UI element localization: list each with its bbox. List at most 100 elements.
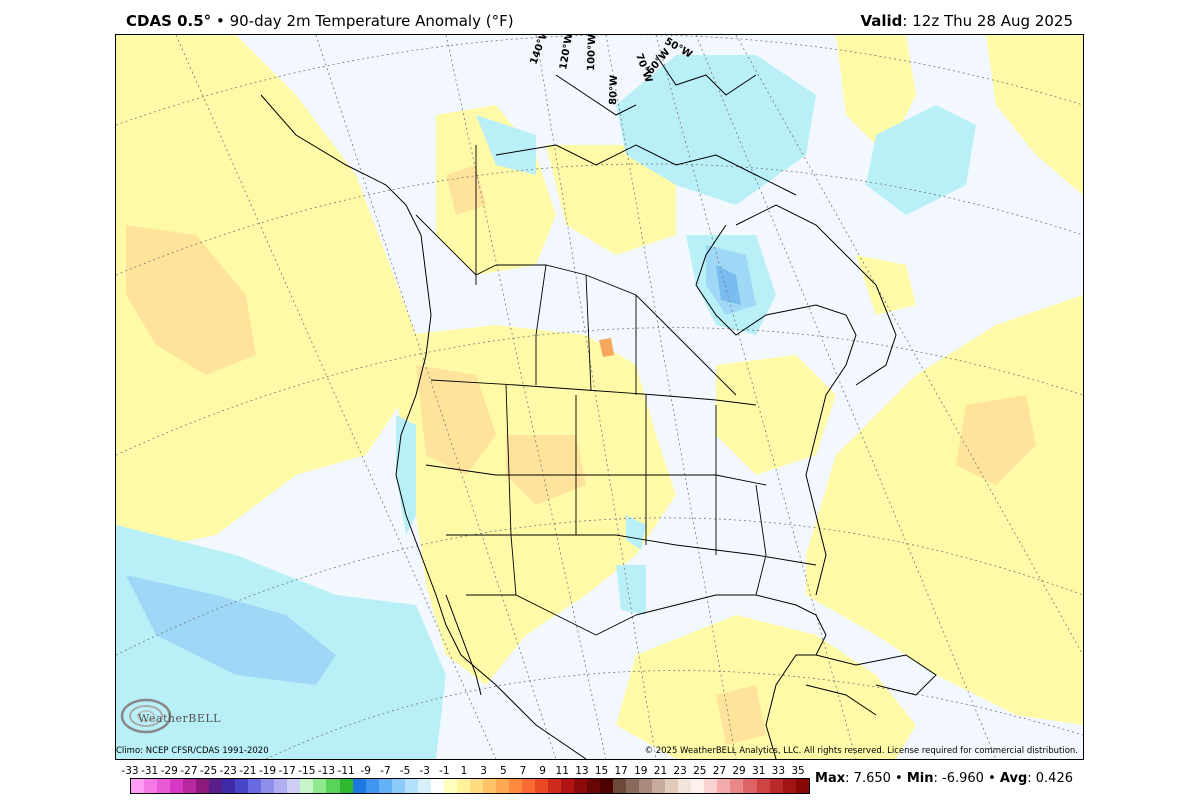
title-separator: • — [215, 12, 225, 30]
colorbar-tick-label: -15 — [298, 765, 316, 777]
colorbar-tick-label: 35 — [791, 765, 805, 777]
map-canvas: 140°W 120°W 100°W 80°W 70°W 60°W 50°W — [116, 35, 1083, 759]
colorbar-swatch — [652, 779, 666, 793]
colorbar-swatch — [456, 779, 470, 793]
colorbar-swatch — [157, 779, 171, 793]
colorbar-tick-label: 29 — [732, 765, 746, 777]
colorbar-tick-label: -27 — [180, 765, 198, 777]
colorbar-tick-label: -23 — [219, 765, 237, 777]
colorbar-swatch — [209, 779, 223, 793]
colorbar-tick-label: 19 — [634, 765, 648, 777]
colorbar-tick-labels: -33 -31 -29 -27 -25 -23 -21 -19 -17 -15 -13 -11 -9 -7… — [118, 765, 818, 778]
colorbar-swatch — [352, 779, 366, 793]
colorbar-tick-label: -5 — [399, 765, 411, 777]
colorbar-swatch — [665, 779, 679, 793]
colorbar-swatch — [131, 779, 145, 793]
colorbar — [130, 778, 810, 794]
colorbar-tick-label: -11 — [337, 765, 355, 777]
logo-text: WeatherBELL — [138, 712, 221, 725]
colorbar-tick-label: 25 — [693, 765, 707, 777]
colorbar-swatch — [235, 779, 249, 793]
colorbar-tick-label: -29 — [160, 765, 178, 777]
colorbar-tick-label: -9 — [360, 765, 371, 777]
lon-label-80w: 80°W — [608, 75, 620, 105]
stats-separator-1: • — [895, 771, 903, 786]
degree-symbol: ° — [203, 12, 212, 30]
colorbar-swatch — [339, 779, 353, 793]
colorbar-tick-label: -33 — [121, 765, 139, 777]
avg-value: : 0.426 — [1027, 771, 1073, 786]
colorbar-swatch — [639, 779, 653, 793]
colorbar-swatch — [534, 779, 548, 793]
lon-label-120w: 120°W — [558, 35, 575, 71]
anomaly-map: 140°W 120°W 100°W 80°W 70°W 60°W 50°W — [115, 34, 1084, 760]
colorbar-swatch — [443, 779, 457, 793]
colorbar-tick-label: 7 — [519, 765, 527, 777]
colorbar-swatch — [170, 779, 184, 793]
colorbar-tick-label: -19 — [258, 765, 277, 777]
stats-separator-2: • — [988, 771, 996, 786]
colorbar-swatch — [313, 779, 327, 793]
colorbar-swatch — [521, 779, 535, 793]
stats-summary: Max: 7.650 • Min: -6.960 • Avg: 0.426 — [815, 771, 1073, 786]
colorbar-tick-label: 3 — [480, 765, 487, 777]
colorbar-swatch — [769, 779, 783, 793]
colorbar-tick-label: -31 — [141, 765, 159, 777]
copyright-note: © 2025 WeatherBELL Analytics, LLC. All r… — [644, 746, 1078, 756]
colorbar-swatch — [326, 779, 340, 793]
max-label: Max — [815, 771, 846, 786]
colorbar-tick-label: 15 — [594, 765, 609, 777]
colorbar-swatch — [365, 779, 379, 793]
warm-strong-areas — [599, 338, 614, 357]
colorbar-swatch — [469, 779, 483, 793]
colorbar-tick-label: -3 — [419, 765, 430, 777]
coastlines — [260, 54, 937, 759]
colorbar-swatch — [274, 779, 288, 793]
colorbar-tick-label: -21 — [239, 765, 257, 777]
colorbar-swatch — [613, 779, 627, 793]
colorbar-tick-label: -17 — [278, 765, 296, 777]
colorbar-swatch — [704, 779, 718, 793]
colorbar-swatch — [391, 779, 405, 793]
lon-label-100w: 100°W — [586, 35, 598, 71]
colorbar-tick-label: -7 — [380, 765, 391, 777]
political-borders — [415, 145, 817, 636]
colorbar-swatch — [144, 779, 158, 793]
colorbar-tick-label: 23 — [673, 765, 687, 777]
colorbar-tick-label: 21 — [653, 765, 668, 777]
colorbar-swatch — [508, 779, 522, 793]
colorbar-swatch — [482, 779, 496, 793]
min-value: : -6.960 — [933, 771, 984, 786]
colorbar-swatch — [730, 779, 744, 793]
colorbar-swatch — [574, 779, 588, 793]
graticule-lines — [116, 35, 1083, 759]
weatherbell-logo — [120, 698, 172, 734]
colorbar-swatch — [261, 779, 275, 793]
colorbar-swatch — [743, 779, 757, 793]
colorbar-tick-label: -13 — [317, 765, 336, 777]
colorbar-swatch — [717, 779, 731, 793]
colorbar-swatch — [430, 779, 444, 793]
max-value: : 7.650 — [845, 771, 891, 786]
colorbar-swatch — [495, 779, 509, 793]
colorbar-swatch — [417, 779, 431, 793]
colorbar-swatch — [782, 779, 796, 793]
valid-label: Valid — [860, 12, 903, 30]
colorbar-tick-label: 13 — [575, 765, 589, 777]
map-title: CDAS 0.5° • 90-day 2m Temperature Anomal… — [126, 12, 514, 30]
cool-strong-areas — [716, 265, 741, 305]
colorbar-tick-label: 5 — [499, 765, 507, 777]
colorbar-swatch — [404, 779, 418, 793]
colorbar-swatch — [300, 779, 314, 793]
lon-label-140w: 140°W — [528, 35, 551, 66]
colorbar-swatch — [378, 779, 392, 793]
colorbar-tick-label: 31 — [752, 765, 766, 777]
colorbar-swatch — [678, 779, 692, 793]
valid-time-value: : 12z Thu 28 Aug 2025 — [902, 12, 1073, 30]
colorbar-tick-label: 11 — [555, 765, 569, 777]
colorbar-tick-label: 17 — [614, 765, 628, 777]
colorbar-tick-label: 33 — [771, 765, 786, 777]
avg-label: Avg — [999, 771, 1028, 786]
colorbar-swatch — [548, 779, 562, 793]
colorbar-tick-label: -25 — [200, 765, 218, 777]
